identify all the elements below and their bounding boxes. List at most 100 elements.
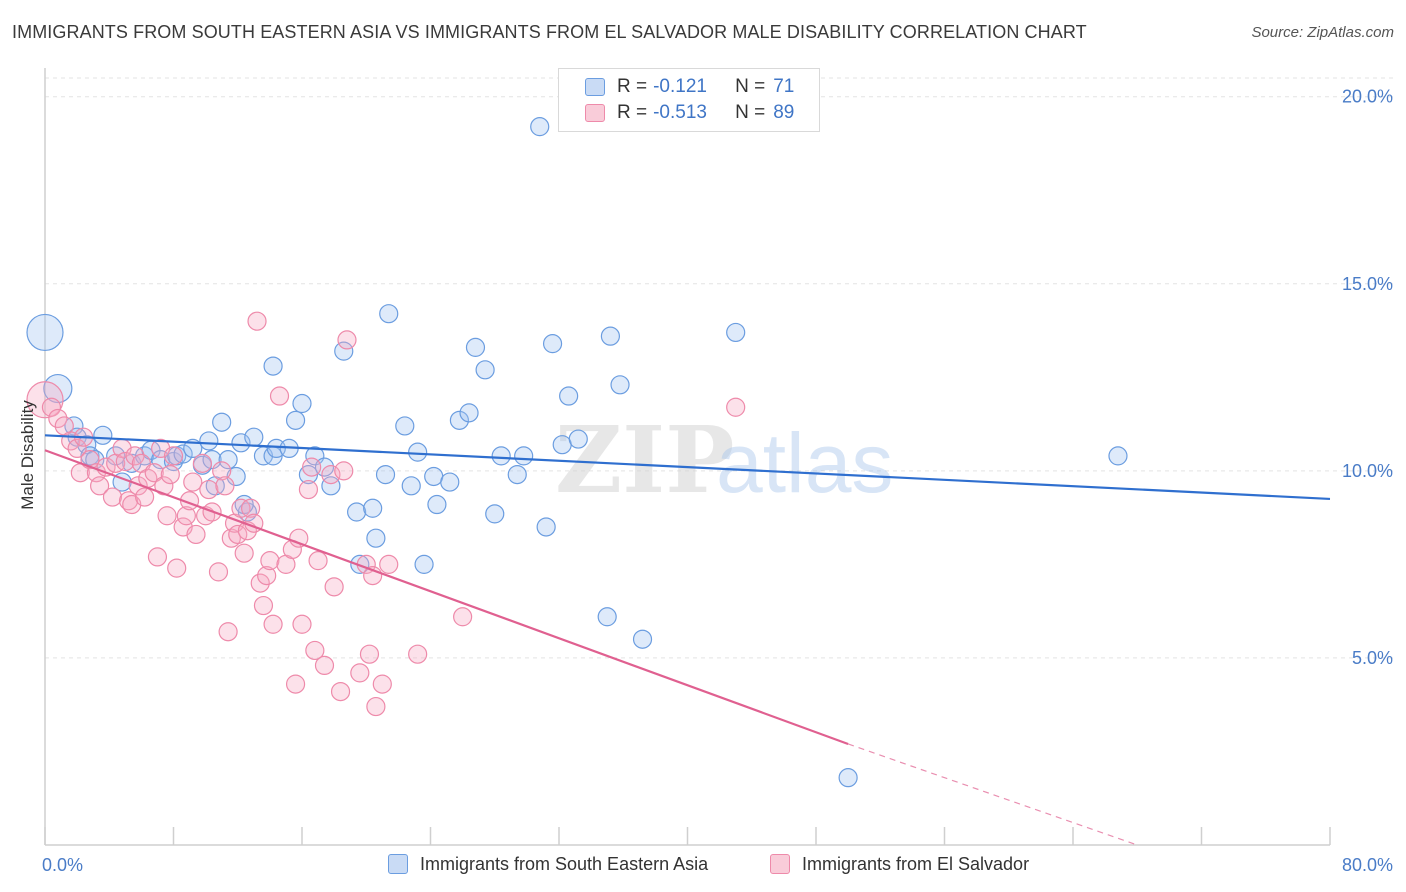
sea-point	[408, 442, 428, 462]
sea-point	[292, 393, 312, 414]
salvador-point	[234, 543, 254, 563]
salvador-point	[372, 674, 392, 694]
sea-point	[244, 427, 264, 447]
bottom-legend-swatch-pink	[770, 854, 790, 874]
salvador-point	[302, 457, 322, 477]
sea-point	[427, 494, 447, 515]
sea-point	[1108, 446, 1128, 466]
salvador-point	[269, 386, 290, 406]
grid-lines	[45, 77, 1395, 659]
sea-point	[414, 554, 434, 574]
salvador-point	[157, 506, 177, 526]
series-el-salvador-points	[26, 311, 746, 717]
sea-point	[632, 629, 653, 649]
trend-lines	[44, 434, 1331, 846]
sea-point	[93, 425, 113, 445]
sea-point	[199, 431, 219, 451]
sea-point	[491, 446, 511, 466]
salvador-point	[263, 614, 283, 634]
sea-point	[459, 403, 479, 423]
salvador-point	[241, 498, 261, 518]
salvador-point	[41, 397, 62, 417]
x-tick-label-min: 0.0%	[42, 855, 83, 875]
salvador-point	[144, 463, 164, 483]
bottom-legend-label-pink: Immigrants from El Salvador	[802, 853, 1030, 874]
salvador-point	[257, 566, 277, 586]
sea-point	[363, 498, 383, 518]
legend-r-value: -0.121	[653, 76, 707, 97]
salvador-point	[726, 397, 746, 417]
salvador-point	[250, 573, 270, 593]
salvador-point	[163, 446, 184, 466]
salvador-point	[337, 330, 357, 350]
sea-point	[285, 410, 306, 430]
legend-n-value: 71	[773, 76, 795, 97]
sea-point	[475, 360, 495, 380]
sea-point	[379, 304, 399, 324]
salvador-point	[26, 381, 64, 419]
salvador-point	[379, 554, 399, 574]
sea-point	[226, 466, 246, 487]
sea-point	[568, 429, 588, 449]
sea-point	[218, 450, 238, 470]
legend-row-blue: R = -0.121 N = 71	[585, 75, 794, 99]
salvador-point	[324, 577, 344, 597]
salvador-point	[321, 464, 341, 485]
axes	[44, 68, 1331, 846]
salvador-point	[247, 311, 267, 331]
sea-point	[347, 502, 367, 522]
trend-line-el-salvador	[44, 449, 849, 746]
axis-labels: 5.0% 10.0% 15.0% 20.0% 0.0% 80.0% Male Disabil…	[18, 87, 1393, 875]
salvador-point	[298, 479, 319, 500]
sea-point	[485, 504, 505, 524]
correlation-legend: R = -0.121 N = 71 R = -0.513 N = 89	[558, 68, 820, 132]
sea-point	[43, 373, 73, 404]
sea-point	[212, 412, 232, 432]
y-tick-label: 5.0%	[1352, 648, 1393, 668]
salvador-point	[289, 528, 309, 548]
sea-point	[597, 607, 617, 627]
legend-swatch-pink	[585, 104, 605, 122]
salvador-point	[285, 674, 306, 694]
legend-n-label: N =	[735, 76, 766, 97]
salvador-point	[308, 551, 328, 571]
salvador-point	[183, 472, 203, 492]
salvador-point	[228, 524, 248, 545]
sea-point	[449, 410, 470, 430]
y-axis-title: Male Disability	[18, 400, 37, 510]
sea-point	[424, 466, 444, 487]
watermark-zip: ZIP	[555, 406, 734, 514]
legend-n-label: N =	[735, 102, 766, 123]
sea-point	[401, 476, 421, 496]
salvador-point	[192, 453, 213, 473]
bottom-legend-blue: Immigrants from South Eastern Asia	[388, 852, 708, 876]
sea-point	[375, 464, 396, 485]
sea-point	[726, 322, 746, 343]
salvador-point	[118, 491, 139, 511]
salvador-point	[147, 547, 168, 567]
salvador-point	[199, 479, 219, 500]
salvador-point	[186, 524, 206, 545]
salvador-point	[125, 446, 145, 466]
sea-point	[334, 341, 354, 361]
salvador-point	[334, 461, 354, 481]
bottom-legend-swatch-blue	[388, 854, 408, 874]
salvador-point	[134, 487, 155, 507]
salvador-point	[314, 655, 335, 676]
sea-point	[440, 472, 460, 492]
sea-point	[263, 356, 283, 376]
salvador-point	[253, 595, 274, 616]
y-tick-label: 20.0%	[1342, 87, 1393, 107]
sea-point	[530, 117, 550, 137]
salvador-point	[102, 487, 123, 507]
sea-point	[465, 337, 486, 357]
legend-r-label: R =	[617, 102, 648, 123]
salvador-point	[48, 408, 68, 429]
sea-point	[395, 416, 415, 436]
legend-swatch-blue	[585, 78, 605, 96]
salvador-point	[350, 663, 370, 683]
sea-point	[610, 375, 630, 395]
salvador-point	[453, 607, 473, 627]
salvador-point	[330, 681, 351, 702]
series-south-eastern-asia-points	[26, 117, 1128, 788]
